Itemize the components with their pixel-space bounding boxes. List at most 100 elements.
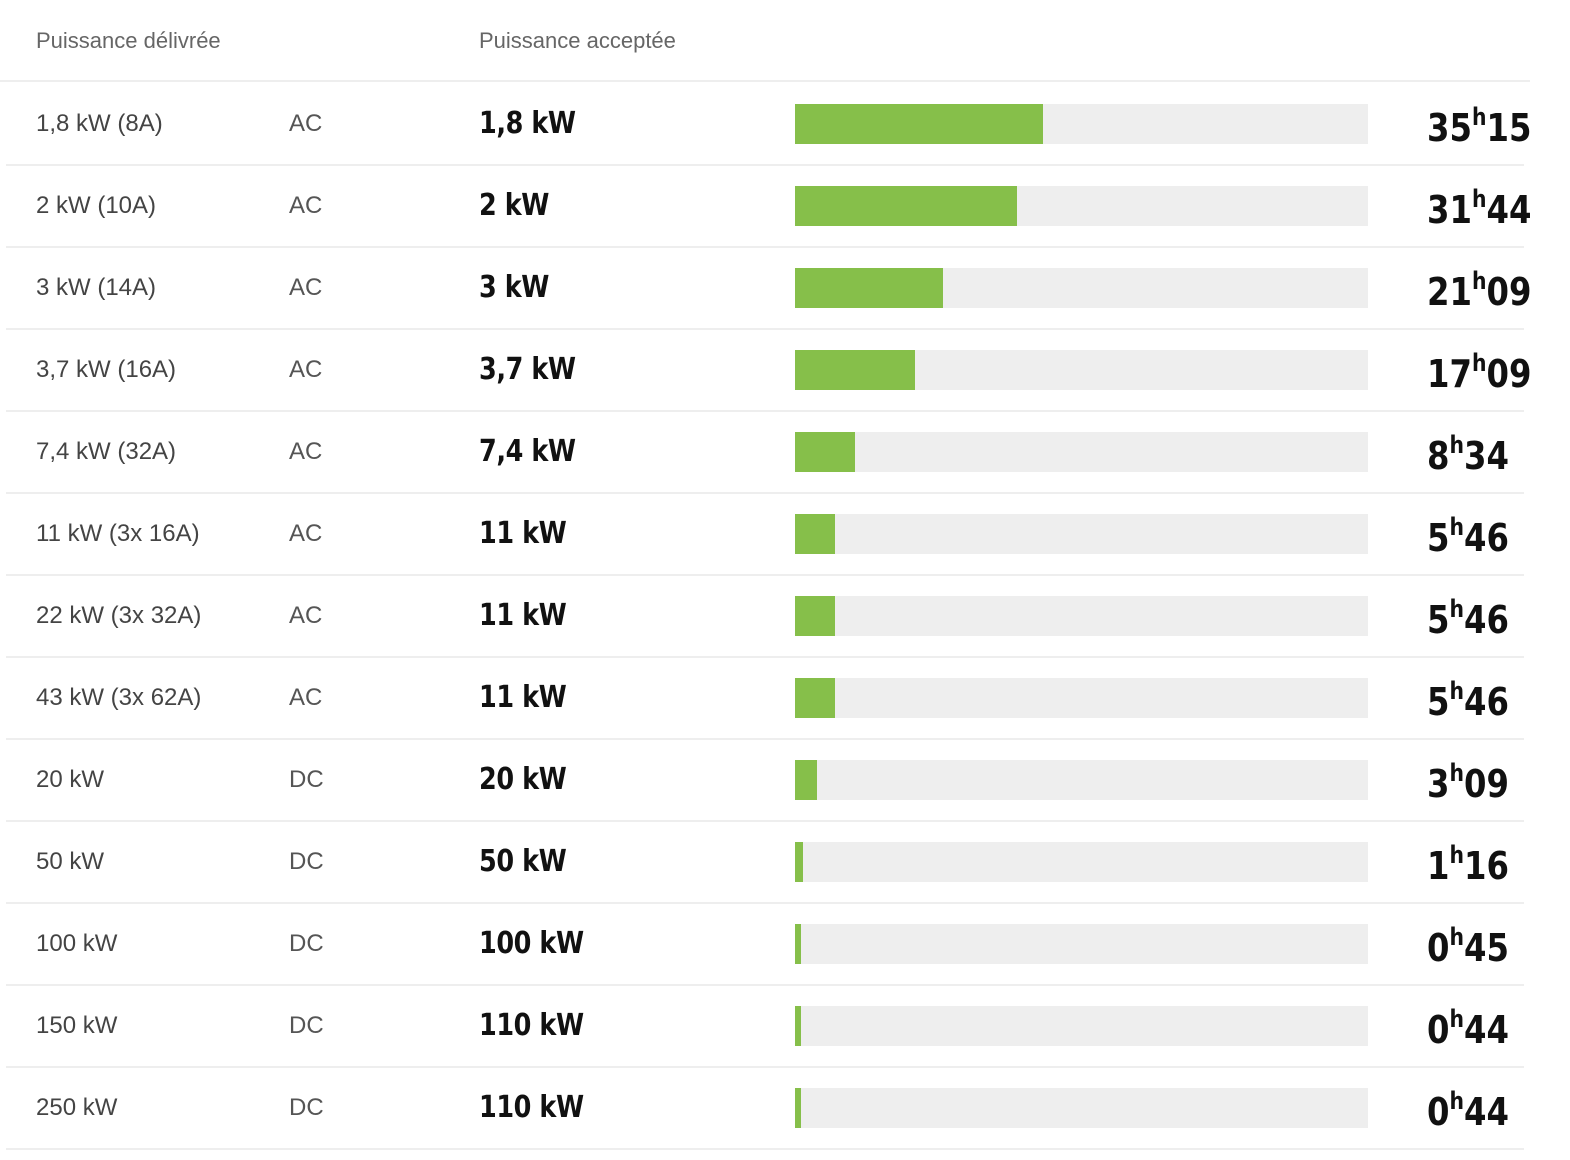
charge-time-hour-separator: h (1449, 431, 1465, 459)
table-row: 1,8 kW (8A) AC 1,8 kW 35h15 (6, 84, 1531, 166)
charge-time-bar-fill (795, 1088, 801, 1128)
current-type: DC (289, 848, 324, 875)
charge-time-minutes: 09 (1486, 270, 1532, 314)
charge-time: 0h44 (1427, 1068, 1509, 1148)
delivered-power: 11 kW (3x 16A) (36, 520, 200, 547)
delivered-power: 22 kW (3x 32A) (36, 602, 202, 629)
delivered-power: 50 kW (36, 848, 105, 875)
header-accepted-power: Puissance acceptée (479, 28, 676, 53)
delivered-power: 250 kW (36, 1094, 118, 1121)
charge-time-hour-separator: h (1449, 677, 1465, 705)
charge-time-minutes: 44 (1486, 188, 1532, 232)
table-row: 43 kW (3x 62A) AC 11 kW 5h46 (6, 658, 1524, 740)
charge-time-minutes: 34 (1464, 434, 1509, 478)
charge-time: 5h46 (1427, 658, 1509, 738)
accepted-power: 7,4 kW (479, 434, 576, 469)
delivered-power: 100 kW (36, 930, 118, 957)
charge-time-bar-fill (795, 924, 801, 964)
charge-time-bar-fill (795, 268, 943, 308)
charge-time: 0h44 (1427, 986, 1509, 1066)
charge-time-minutes: 46 (1464, 516, 1509, 560)
header-delivered-power: Puissance délivrée (36, 28, 221, 53)
charge-time-hour-separator: h (1449, 595, 1465, 623)
charge-time: 0h45 (1427, 904, 1509, 984)
charge-time-hours: 5 (1427, 680, 1450, 724)
charge-time-bar (795, 924, 1368, 964)
charge-time-bar-fill (795, 678, 836, 718)
charge-time-hours: 17 (1427, 352, 1472, 396)
charge-time-bar-fill (795, 842, 804, 882)
accepted-power: 3 kW (479, 270, 550, 305)
charge-time-hours: 5 (1427, 598, 1450, 642)
charge-time-bar (795, 842, 1368, 882)
charge-time-bar-fill (795, 596, 836, 636)
charge-time: 5h46 (1427, 576, 1509, 656)
charge-time-hour-separator: h (1471, 103, 1487, 131)
current-type: AC (289, 110, 323, 137)
charge-time-bar (795, 104, 1368, 144)
charge-time-bar (795, 760, 1368, 800)
delivered-power: 1,8 kW (8A) (36, 110, 163, 137)
table-row: 20 kW DC 20 kW 3h09 (6, 740, 1524, 822)
charge-time-bar (795, 678, 1368, 718)
charge-time-bar (795, 186, 1368, 226)
accepted-power: 11 kW (479, 598, 567, 633)
delivered-power: 7,4 kW (32A) (36, 438, 177, 465)
table-row: 150 kW DC 110 kW 0h44 (6, 986, 1524, 1068)
charge-time-hours: 0 (1427, 926, 1450, 970)
current-type: AC (289, 274, 323, 301)
charge-time-hours: 0 (1427, 1008, 1450, 1052)
charge-time-bar-fill (795, 514, 836, 554)
accepted-power: 110 kW (479, 1090, 584, 1125)
delivered-power: 43 kW (3x 62A) (36, 684, 202, 711)
charge-time-minutes: 09 (1486, 352, 1532, 396)
charge-time-hours: 21 (1427, 270, 1472, 314)
charge-time-hour-separator: h (1471, 267, 1487, 295)
current-type: AC (289, 192, 323, 219)
charge-time-hours: 8 (1427, 434, 1450, 478)
accepted-power: 3,7 kW (479, 352, 576, 387)
table-header: Puissance délivrée Puissance acceptée (0, 0, 1530, 82)
table-row: 3 kW (14A) AC 3 kW 21h09 (6, 248, 1531, 330)
charge-time-bar (795, 350, 1368, 390)
table-row: 50 kW DC 50 kW 1h16 (6, 822, 1524, 904)
current-type: AC (289, 438, 323, 465)
delivered-power: 3,7 kW (16A) (36, 356, 177, 383)
accepted-power: 11 kW (479, 680, 567, 715)
current-type: AC (289, 356, 323, 383)
table-row: 2 kW (10A) AC 2 kW 31h44 (6, 166, 1531, 248)
delivered-power: 150 kW (36, 1012, 118, 1039)
accepted-power: 100 kW (479, 926, 584, 961)
delivered-power: 3 kW (14A) (36, 274, 157, 301)
table-body: 1,8 kW (8A) AC 1,8 kW 35h15 2 kW (10A) AC 2 kW… (6, 84, 1531, 1150)
charge-time-hours: 5 (1427, 516, 1450, 560)
accepted-power: 1,8 kW (479, 106, 576, 141)
charge-time-hours: 35 (1427, 106, 1472, 150)
charge-time: 1h16 (1427, 822, 1509, 902)
charge-time-hour-separator: h (1471, 185, 1487, 213)
charge-time-hours: 3 (1427, 762, 1450, 806)
charge-time-bar-fill (795, 1006, 801, 1046)
charge-time-bar (795, 1088, 1368, 1128)
accepted-power: 11 kW (479, 516, 567, 551)
charge-time: 3h09 (1427, 740, 1509, 820)
charge-time-minutes: 46 (1464, 598, 1509, 642)
delivered-power: 2 kW (10A) (36, 192, 157, 219)
charge-time-minutes: 16 (1464, 844, 1509, 888)
current-type: DC (289, 1012, 324, 1039)
charge-time-hours: 1 (1427, 844, 1450, 888)
charge-time: 17h09 (1427, 330, 1531, 410)
charge-time-hour-separator: h (1449, 1087, 1465, 1115)
charge-time-hour-separator: h (1449, 759, 1465, 787)
charge-time: 21h09 (1427, 248, 1531, 328)
table-row: 7,4 kW (32A) AC 7,4 kW 8h34 (6, 412, 1524, 494)
table-row: 3,7 kW (16A) AC 3,7 kW 17h09 (6, 330, 1531, 412)
current-type: AC (289, 684, 323, 711)
current-type: AC (289, 602, 323, 629)
charge-time-hour-separator: h (1471, 349, 1487, 377)
charge-time-minutes: 44 (1464, 1008, 1509, 1052)
charge-time-bar (795, 514, 1368, 554)
charge-time-bar (795, 1006, 1368, 1046)
accepted-power: 20 kW (479, 762, 567, 797)
